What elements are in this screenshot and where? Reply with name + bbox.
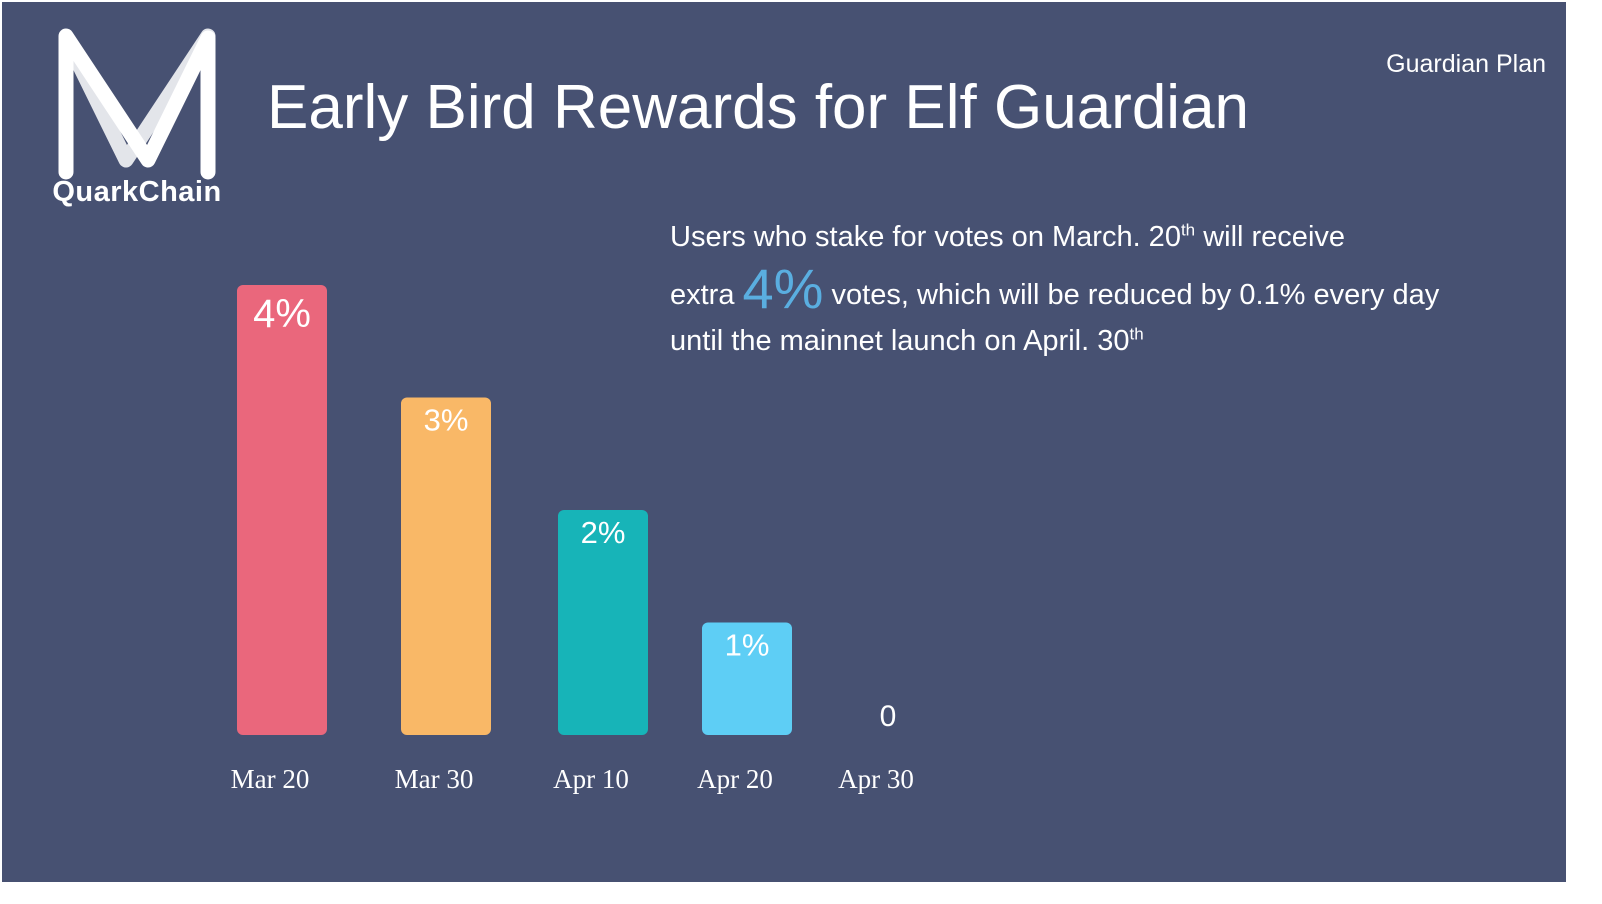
data-label: 4%: [253, 292, 311, 336]
bar-apr-20: [702, 622, 792, 735]
slide: QuarkChain Early Bird Rewards for Elf Gu…: [2, 2, 1566, 882]
quarkchain-logo: QuarkChain: [42, 20, 242, 215]
ordinal-suffix: th: [1180, 220, 1196, 240]
description-line-1-tail: will receive: [1195, 221, 1346, 253]
highlight-percentage: 4%: [742, 257, 824, 320]
data-label: 3%: [424, 403, 469, 438]
category-label: Apr 30: [838, 764, 914, 794]
bar-apr-10: [558, 510, 648, 735]
quarkchain-logo-icon: [58, 28, 216, 180]
ordinal-suffix: th: [1129, 324, 1144, 344]
description-line-3: until the mainnet launch on April. 30th: [670, 318, 1550, 364]
category-label: Mar 30: [395, 764, 474, 794]
data-label: 2%: [581, 515, 626, 550]
description-line-2: extra 4% votes, which will be reduced by…: [670, 261, 1550, 318]
description-line-1-text: Users who stake for votes on March. 20: [670, 221, 1181, 253]
description-line-1: Users who stake for votes on March. 20th…: [670, 214, 1550, 260]
description-line-2-text: extra: [670, 279, 743, 311]
description-line-3-text: until the mainnet launch on April. 30: [670, 325, 1130, 357]
data-label: 0: [880, 700, 897, 733]
page-title: Early Bird Rewards for Elf Guardian: [267, 73, 1250, 142]
description-text: Users who stake for votes on March. 20th…: [670, 214, 1550, 364]
section-label: Guardian Plan: [1386, 50, 1546, 78]
category-label: Mar 20: [231, 764, 310, 794]
category-label: Apr 10: [553, 764, 629, 794]
description-line-2-tail: votes, which will be reduced by 0.1% eve…: [823, 279, 1440, 311]
bar-mar-20: [237, 285, 327, 735]
data-label: 1%: [725, 628, 770, 663]
category-label: Apr 20: [697, 764, 773, 794]
bar-mar-30: [401, 397, 491, 735]
logo-text: QuarkChain: [52, 176, 222, 208]
reward-bar-chart: 4% Mar 20 3% Mar 30 2% Apr 10 1% Apr 20 0 Apr 30: [231, 285, 914, 794]
